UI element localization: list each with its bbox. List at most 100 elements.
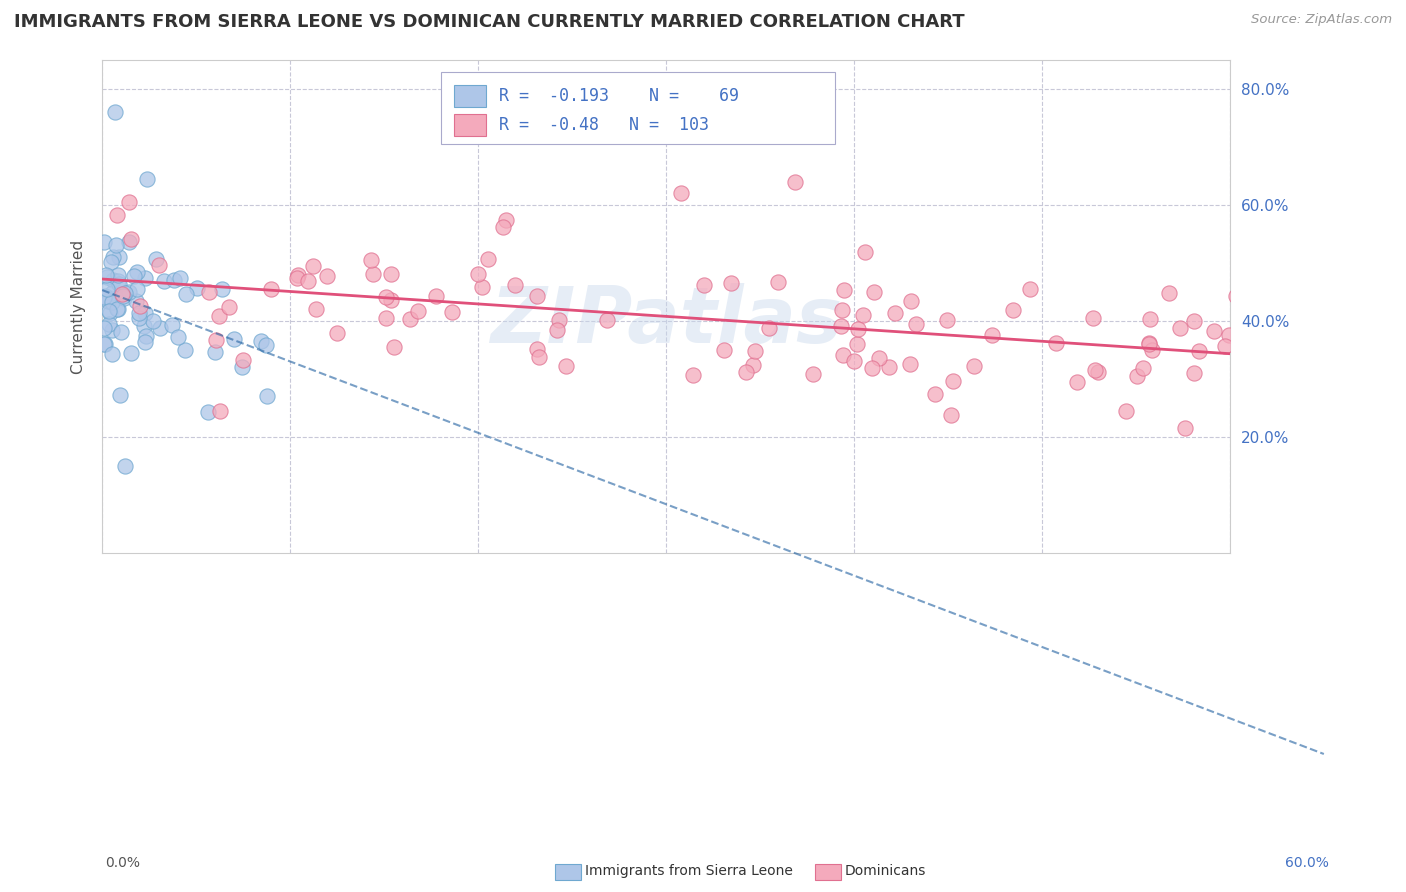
Point [380, 293, 402, 308]
Point [1083, 311, 1105, 326]
Point [297, 274, 319, 288]
Point [93, 290, 115, 304]
Point [174, 286, 197, 301]
Point [360, 252, 382, 267]
Point [93, 235, 115, 250]
Point [713, 343, 735, 357]
Point [692, 278, 714, 293]
Point [232, 353, 254, 368]
Point [1182, 313, 1205, 327]
Text: ZIPatlas: ZIPatlas [489, 284, 842, 359]
Point [935, 313, 957, 327]
Point [1066, 375, 1088, 389]
Point [406, 304, 429, 318]
Point [118, 235, 141, 249]
Point [1045, 335, 1067, 350]
Point [375, 290, 398, 304]
Point [1087, 365, 1109, 379]
Point [846, 336, 869, 351]
Point [492, 219, 515, 234]
Point [853, 245, 876, 260]
Point [720, 277, 742, 291]
Point [93, 336, 115, 351]
Point [162, 318, 184, 332]
Point [939, 408, 962, 422]
Point [1019, 282, 1042, 296]
Point [963, 359, 986, 374]
Point [1115, 404, 1137, 418]
Point [96, 269, 118, 284]
Point [112, 292, 135, 306]
Point [101, 294, 124, 309]
Point [546, 323, 568, 337]
Point [107, 268, 129, 283]
Text: Immigrants from Sierra Leone: Immigrants from Sierra Leone [585, 864, 793, 879]
Point [128, 306, 150, 320]
Point [108, 250, 131, 264]
Point [1218, 327, 1240, 342]
Point [145, 252, 167, 267]
Point [101, 347, 124, 361]
Point [148, 258, 170, 272]
Point [98, 291, 121, 305]
Point [898, 358, 921, 372]
Point [832, 348, 855, 362]
Point [94, 268, 117, 282]
Point [105, 302, 128, 317]
Point [100, 255, 122, 269]
Point [1157, 285, 1180, 300]
Point [208, 309, 231, 323]
Point [96, 282, 118, 296]
Point [801, 367, 824, 381]
Point [111, 288, 134, 302]
Text: 60.0%: 60.0% [1285, 856, 1329, 870]
Point [851, 308, 873, 322]
Point [218, 300, 240, 314]
Point [374, 310, 396, 325]
Point [1215, 339, 1237, 353]
Point [101, 250, 124, 264]
Point [768, 276, 790, 290]
Point [742, 359, 765, 373]
Point [1188, 343, 1211, 358]
Point [326, 326, 349, 341]
Point [114, 286, 136, 301]
Point [526, 342, 548, 356]
Point [832, 283, 855, 297]
Point [107, 274, 129, 288]
Point [103, 273, 125, 287]
Point [125, 294, 148, 309]
Point [142, 314, 165, 328]
Point [868, 351, 890, 365]
Point [830, 318, 852, 333]
Point [134, 318, 156, 333]
Point [118, 194, 141, 209]
Point [846, 322, 869, 336]
Point [134, 270, 156, 285]
Point [135, 329, 157, 343]
Point [547, 313, 569, 327]
Point [149, 321, 172, 335]
Point [883, 306, 905, 320]
Point [186, 281, 208, 295]
Point [98, 304, 121, 318]
Point [555, 359, 578, 373]
Text: Dominicans: Dominicans [845, 864, 927, 879]
Point [316, 269, 339, 284]
Point [305, 302, 328, 317]
Point [287, 271, 309, 285]
Point [471, 279, 494, 293]
Point [1137, 336, 1160, 351]
Point [981, 328, 1004, 343]
Point [831, 302, 853, 317]
Point [1142, 343, 1164, 357]
Point [100, 286, 122, 301]
Point [231, 360, 253, 375]
Point [98, 306, 121, 320]
Point [134, 334, 156, 349]
Point [783, 175, 806, 189]
Point [682, 368, 704, 382]
Point [1174, 420, 1197, 434]
Point [900, 293, 922, 308]
Point [863, 285, 886, 299]
